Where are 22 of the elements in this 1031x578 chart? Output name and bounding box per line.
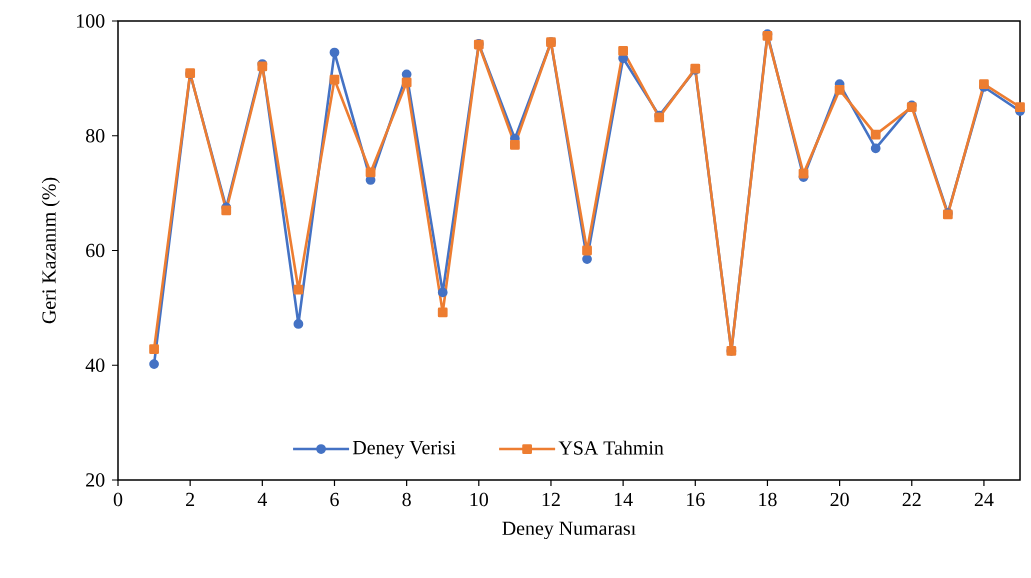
- x-tick-label: 14: [614, 492, 633, 506]
- x-axis-title: Deney Numarası: [502, 521, 636, 540]
- x-tick-label: 4: [257, 492, 267, 506]
- x-tick-label: 12: [542, 492, 560, 507]
- y-tick-label: 80: [86, 129, 105, 143]
- x-tick-label: 22: [902, 492, 921, 507]
- x-tick-label: 18: [759, 492, 777, 507]
- legend-label: YSA Tahmin: [558, 440, 664, 455]
- x-tick-label: 2: [186, 492, 195, 507]
- x-tick-label: 16: [687, 492, 705, 507]
- x-tick-label: 6: [330, 492, 339, 507]
- x-tick-label: 24: [974, 492, 994, 507]
- x-tick-label: 20: [830, 492, 849, 507]
- x-tick-label: 8: [402, 492, 411, 507]
- y-tick-label: 100: [77, 14, 105, 28]
- y-tick-label: 40: [85, 358, 105, 372]
- y-axis-title: Geri Kazanım (%): [41, 177, 60, 324]
- x-tick-label: 10: [470, 492, 489, 507]
- x-tick-label: 0: [113, 492, 123, 507]
- legend-label: Deney Verisi: [352, 440, 456, 459]
- y-tick-label: 20: [86, 473, 105, 487]
- y-tick-label: 60: [86, 243, 105, 258]
